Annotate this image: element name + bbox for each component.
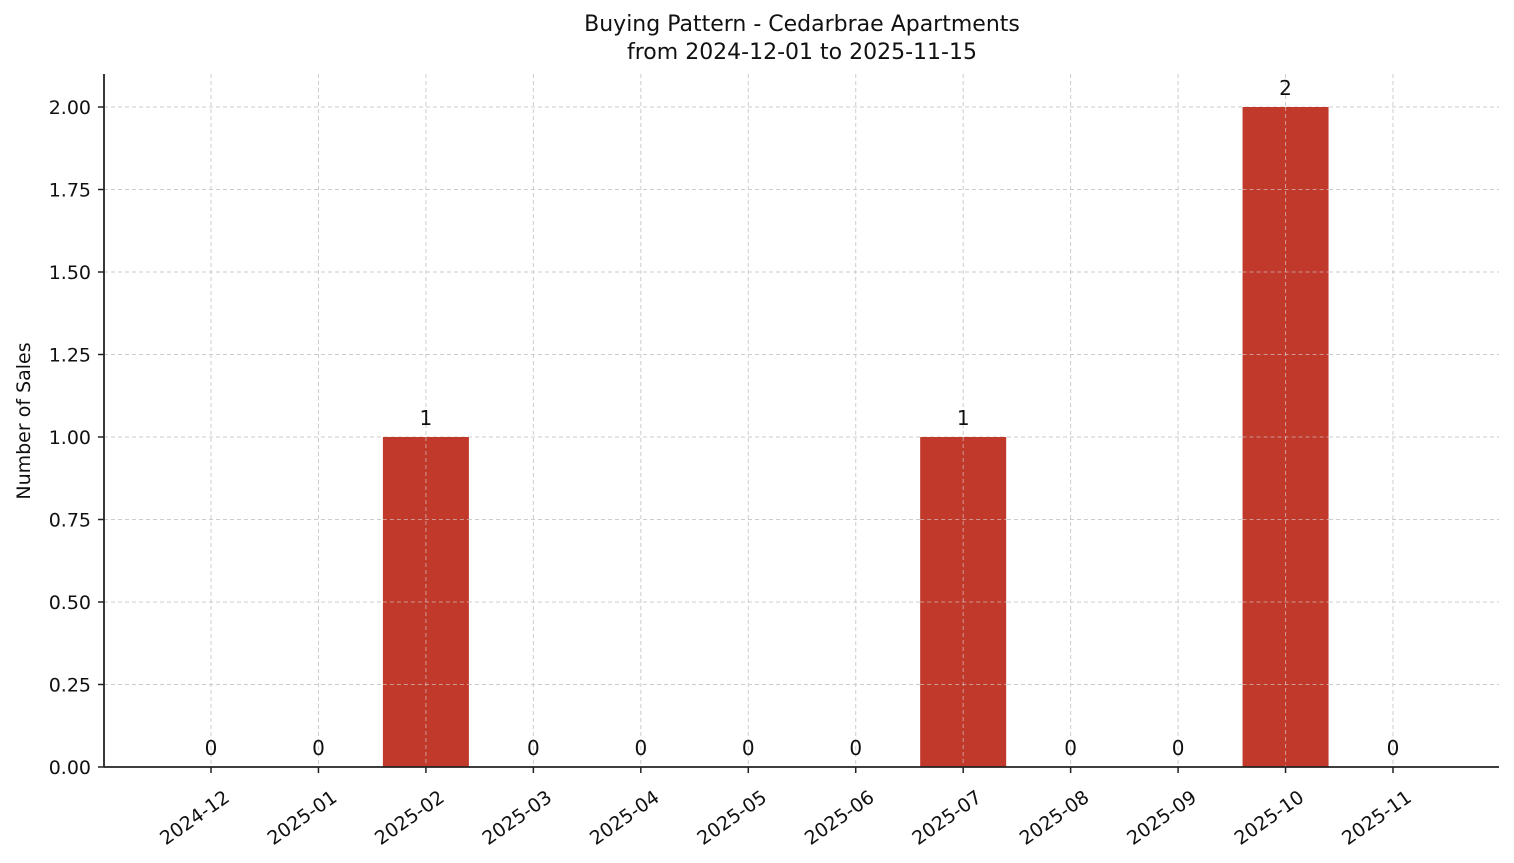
x-tick-label: 2025-03: [478, 786, 556, 850]
x-tick-label: 2025-04: [586, 786, 664, 850]
bar-value-label: 0: [634, 736, 647, 760]
x-tick-label: 2025-09: [1123, 786, 1201, 850]
bar-value-label: 0: [205, 736, 218, 760]
bar-value-label: 0: [742, 736, 755, 760]
x-tick-label: 2025-08: [1016, 786, 1094, 850]
x-tick-label: 2025-05: [693, 786, 771, 850]
y-tick-label: 2.00: [49, 97, 91, 119]
y-tick-label: 1.75: [49, 180, 91, 202]
bar-value-label: 1: [957, 406, 970, 430]
x-tick-label: 2025-02: [371, 786, 449, 850]
x-tick-label: 2025-07: [908, 786, 986, 850]
bar-value-label: 0: [1172, 736, 1185, 760]
bar-value-label: 0: [1387, 736, 1400, 760]
chart-title-block: Buying Pattern - Cedarbrae Apartments fr…: [0, 11, 1514, 67]
chart-subtitle: from 2024-12-01 to 2025-11-15: [627, 40, 977, 65]
y-tick-label: 0.50: [49, 592, 91, 614]
x-tick-label: 2025-11: [1338, 786, 1416, 850]
y-tick-label: 0.25: [49, 675, 91, 697]
x-tick-label: 2025-01: [263, 786, 341, 850]
x-tick-label: 2025-06: [801, 786, 879, 850]
y-tick-label: 0.75: [49, 510, 91, 532]
bar-value-label: 2: [1279, 76, 1292, 100]
bar-value-label: 0: [1064, 736, 1077, 760]
x-tick-label: 2024-12: [156, 786, 234, 850]
labels: 0.000.250.500.751.001.251.501.752.000202…: [49, 76, 1416, 850]
y-tick-label: 1.50: [49, 262, 91, 284]
y-tick-label: 1.00: [49, 427, 91, 449]
bar-value-label: 1: [420, 406, 433, 430]
y-tick-label: 0.00: [49, 757, 91, 779]
y-tick-label: 1.25: [49, 345, 91, 367]
y-axis-label: Number of Sales: [13, 342, 35, 499]
bars: [382, 107, 1329, 767]
bar-value-label: 0: [312, 736, 325, 760]
bar-value-label: 0: [849, 736, 862, 760]
x-tick-label: 2025-10: [1231, 786, 1309, 850]
chart-title: Buying Pattern - Cedarbrae Apartments: [584, 12, 1020, 37]
axes: [98, 74, 1499, 773]
bar-value-label: 0: [527, 736, 540, 760]
